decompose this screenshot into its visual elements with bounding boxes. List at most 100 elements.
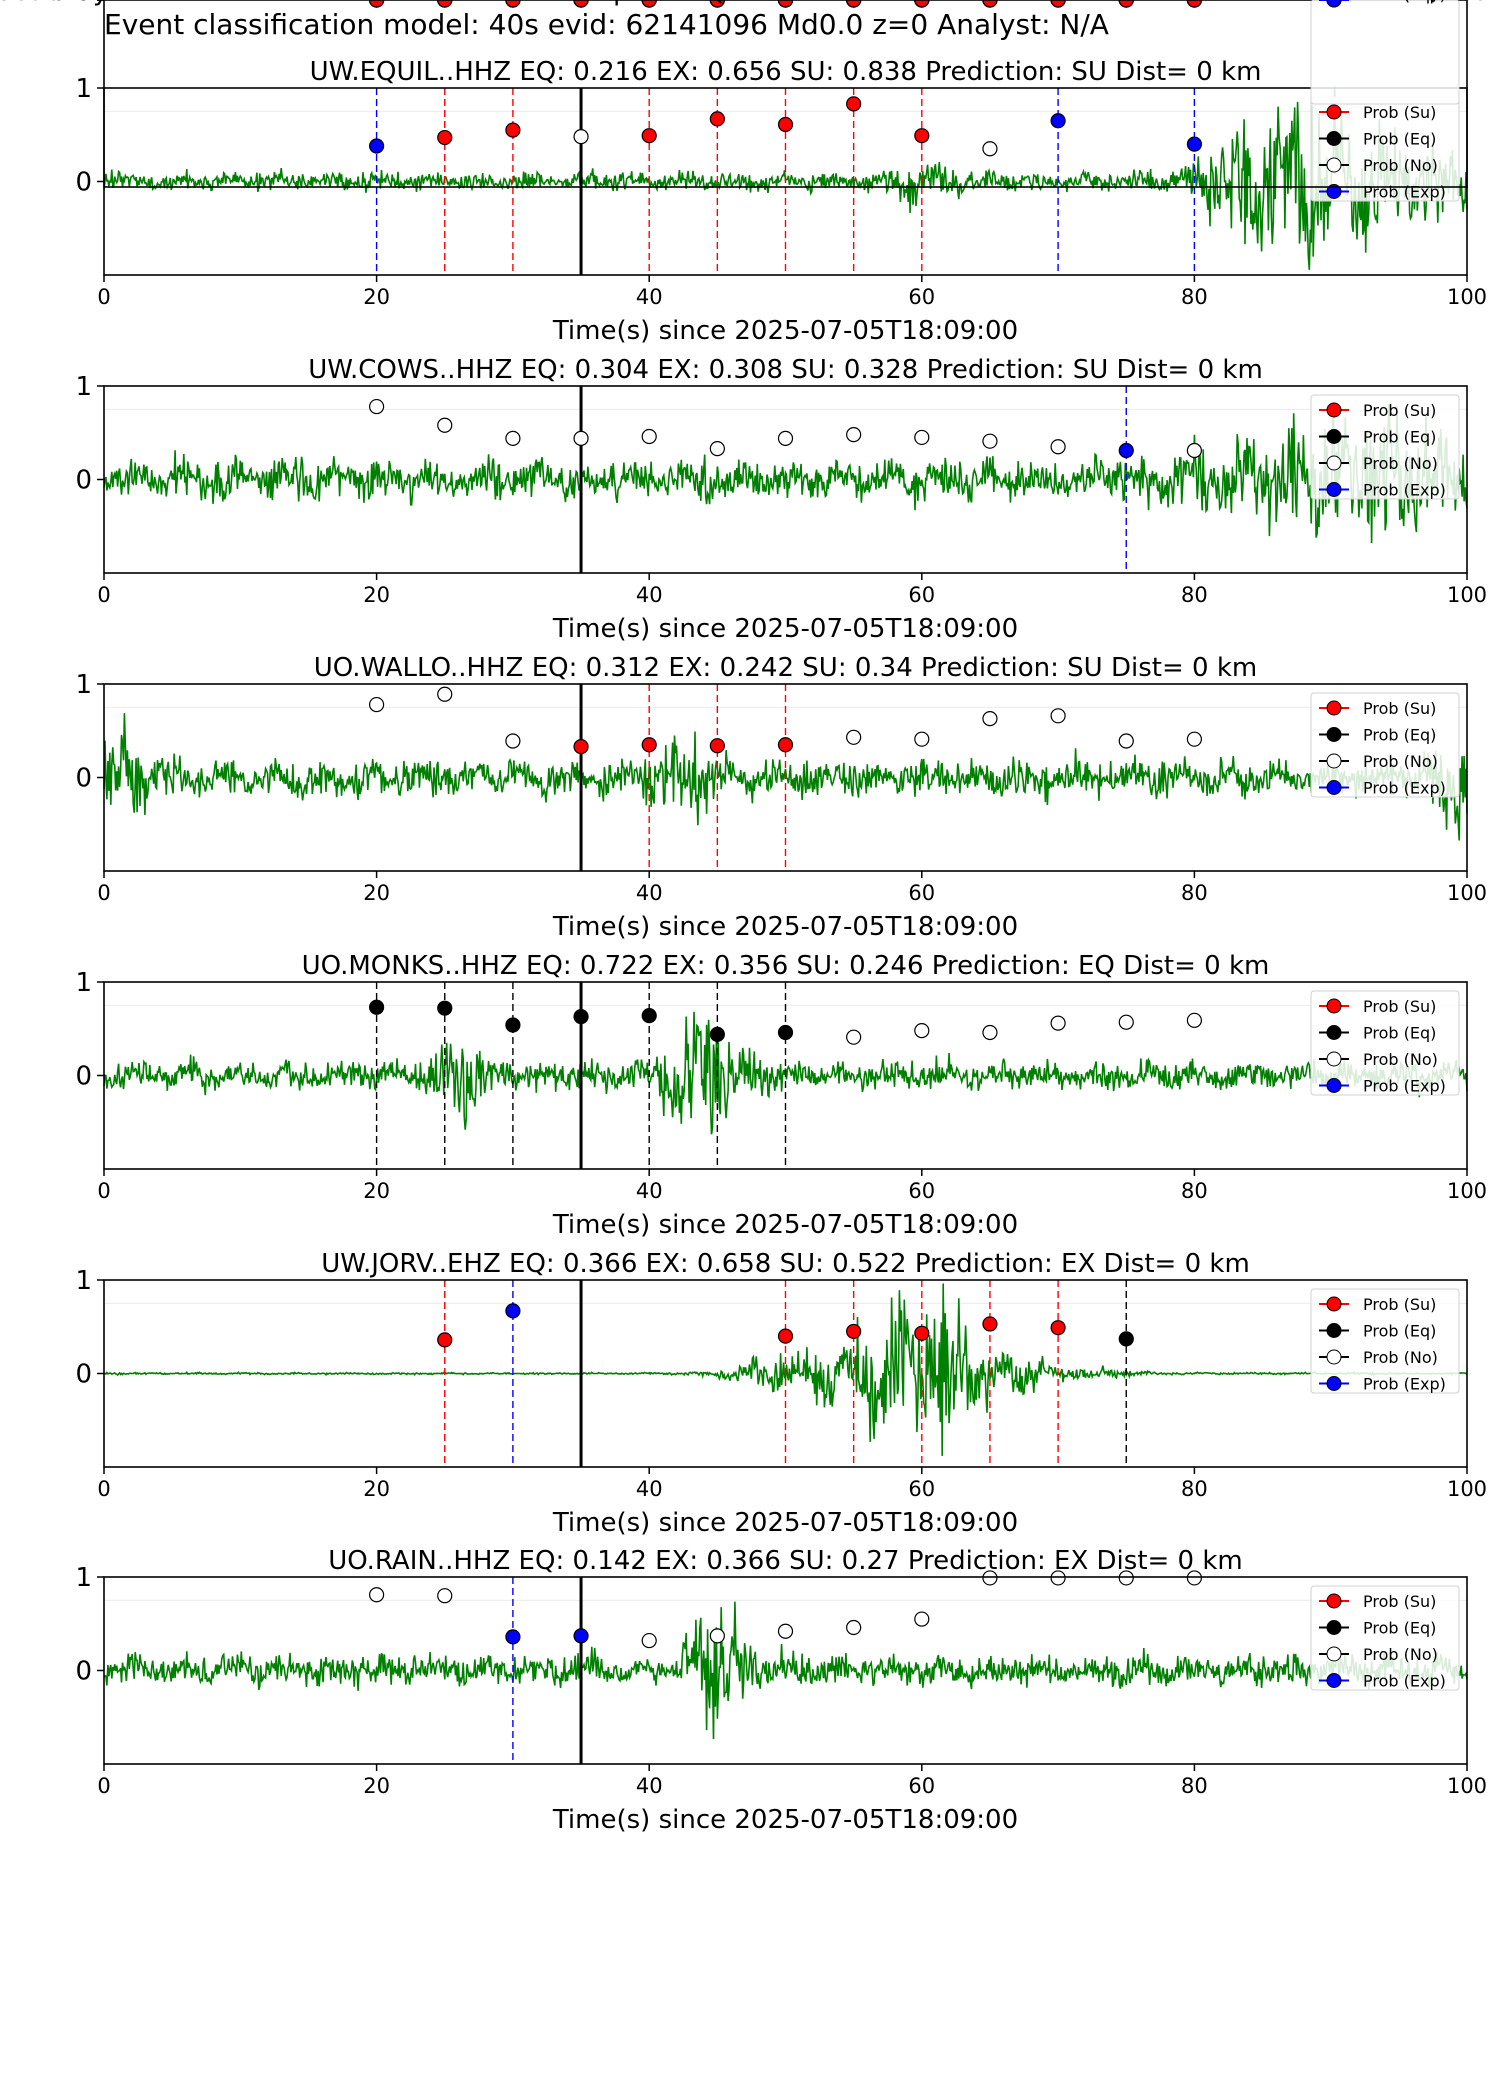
x-tick-label: 60	[908, 583, 935, 607]
panel-title: UO.WALLO..HHZ EQ: 0.312 EX: 0.242 SU: 0.…	[314, 653, 1257, 683]
legend-marker-eq	[1326, 1323, 1342, 1338]
mean-prob-marker-su	[505, 0, 521, 8]
prob-marker-exp	[1118, 442, 1134, 459]
x-tick-label: 0	[97, 583, 110, 607]
y-tick-label: 1	[75, 968, 92, 998]
prob-marker-su	[914, 1325, 930, 1341]
prob-marker-eq	[437, 1000, 453, 1016]
panel-title: evid: 62141096 Md0.0 Mean prob: EQ: 0.34…	[233, 0, 1339, 7]
prob-marker-su	[777, 737, 794, 753]
prob-marker-su	[437, 129, 453, 146]
legend-marker-eq	[1326, 131, 1342, 146]
mean-prob-marker-su	[641, 0, 657, 8]
mean-prob-marker-su	[846, 0, 862, 8]
legend-label-exp: Prob (Exp)	[1363, 1375, 1446, 1394]
prob-marker-no	[914, 1023, 930, 1039]
prob-marker-no	[914, 731, 930, 747]
legend-label-eq: Prob (Eq)	[1363, 0, 1436, 4]
prob-marker-eq	[777, 1024, 794, 1041]
x-axis-label: Time(s) since 2025-07-05T18:09:00	[552, 1210, 1018, 1240]
x-axis-label: Time(s) since 2025-07-05T18:09:00	[552, 614, 1018, 644]
legend-label-su: Prob (Su)	[1363, 699, 1436, 718]
prob-marker-su	[641, 737, 657, 753]
panel-3: 0 20 40 60 80 100 0 1 UO.WALLO..HHZ EQ: 0.312 EX…	[75, 653, 1487, 942]
prob-marker-no	[369, 696, 385, 713]
legend-label-no: Prob (No)	[1363, 1645, 1438, 1664]
prob-marker-no	[709, 441, 725, 457]
legend-marker-exp	[1326, 1376, 1342, 1391]
prob-marker-no	[1050, 439, 1066, 455]
prob-marker-no	[437, 1588, 453, 1604]
x-tick-label: 40	[636, 881, 663, 905]
x-tick-label: 20	[363, 881, 390, 905]
legend-label-no: Prob (No)	[1363, 156, 1438, 175]
legend-marker-eq	[1326, 1620, 1342, 1635]
prob-marker-exp	[505, 1303, 521, 1319]
y-tick-label: 1	[75, 74, 92, 104]
x-tick-label: 80	[1181, 1179, 1208, 1203]
x-tick-label: 0	[97, 0, 110, 5]
waveform-trace	[103, 403, 1468, 544]
panel-title: UW.JORV..EHZ EQ: 0.366 EX: 0.658 SU: 0.5…	[321, 1249, 1250, 1279]
x-tick-label: 40	[636, 1477, 663, 1501]
prob-marker-no	[982, 1024, 998, 1041]
prob-marker-no	[982, 1570, 998, 1586]
y-tick-label: 0	[75, 764, 92, 794]
x-tick-label: 0	[97, 285, 110, 309]
waveform-trace	[103, 1601, 1468, 1740]
prob-marker-exp	[369, 138, 385, 154]
prob-marker-eq	[641, 1008, 657, 1024]
legend-marker-no	[1326, 455, 1342, 471]
x-tick-label: 20	[363, 0, 390, 5]
prob-marker-no	[1050, 1015, 1066, 1031]
x-axis-label: Time(s) since 2025-07-05T18:09:00	[552, 912, 1018, 942]
legend-label-su: Prob (Su)	[1363, 103, 1436, 122]
legend-label-su: Prob (Su)	[1363, 1295, 1436, 1314]
prob-marker-no	[1050, 708, 1066, 724]
prob-marker-no	[1186, 731, 1203, 747]
x-tick-label: 0	[97, 881, 110, 905]
mean-prob-marker-su	[1050, 0, 1066, 8]
legend-marker-no	[1326, 1349, 1342, 1365]
legend-marker-no	[1326, 1051, 1342, 1067]
x-tick-label: 40	[636, 583, 663, 607]
prob-marker-no	[505, 733, 521, 749]
figure-title: Event classification model: 40s evid: 62…	[104, 8, 1109, 41]
legend-marker-exp	[1326, 482, 1342, 497]
x-tick-label: 100	[1447, 0, 1487, 5]
mean-prob-marker-su	[573, 0, 589, 8]
x-tick-label: 80	[1181, 1774, 1208, 1798]
y-axis-label: Mean Probability	[0, 0, 108, 7]
waveform-trace	[103, 713, 1468, 841]
prob-marker-no	[914, 1611, 930, 1627]
prob-marker-su	[573, 739, 589, 755]
legend-label-eq: Prob (Eq)	[1363, 1619, 1436, 1638]
waveform-trace	[103, 1283, 1468, 1456]
legend-marker-no	[1326, 1646, 1342, 1662]
prob-marker-no	[1118, 1570, 1134, 1586]
panel-7: Mean Probability0 20 40 60 80 100 0.00.51.0 evi…	[0, 0, 1487, 188]
x-tick-label: 0	[97, 1179, 110, 1203]
mean-prob-marker-su	[1118, 0, 1134, 8]
legend-label-eq: Prob (Eq)	[1363, 1024, 1436, 1043]
prob-marker-no	[437, 417, 453, 433]
legend-label-no: Prob (No)	[1363, 1348, 1438, 1367]
mean-prob-marker-su	[437, 0, 453, 8]
prob-marker-su	[641, 128, 657, 144]
legend-label-exp: Prob (Exp)	[1363, 481, 1446, 500]
x-tick-label: 100	[1447, 285, 1487, 309]
y-tick-label: 1	[75, 1563, 92, 1593]
legend-box	[1310, 0, 1460, 105]
prob-marker-no	[641, 428, 657, 445]
prob-marker-exp	[573, 1628, 589, 1644]
mean-prob-marker-su	[1186, 0, 1202, 8]
legend-marker-eq	[1326, 1025, 1342, 1040]
legend-marker-su	[1326, 998, 1342, 1014]
legend-marker-su	[1326, 1593, 1342, 1609]
y-tick-label: 0	[75, 1062, 92, 1092]
x-tick-label: 80	[1181, 881, 1208, 905]
x-tick-label: 60	[908, 285, 935, 309]
x-tick-label: 20	[363, 1477, 390, 1501]
prob-marker-exp	[1186, 136, 1203, 152]
y-tick-label: 1	[75, 1266, 92, 1296]
